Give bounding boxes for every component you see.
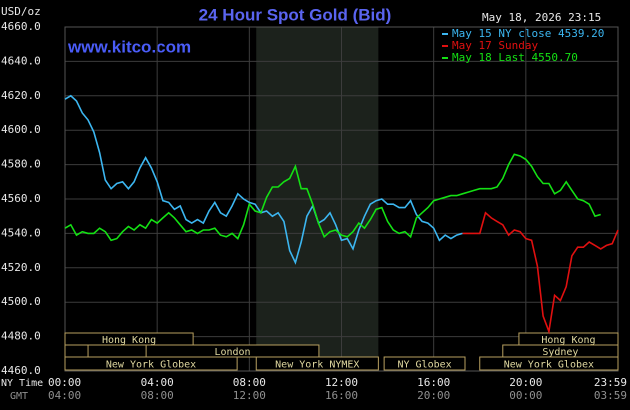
session-label: New York NYMEX bbox=[275, 360, 359, 371]
y-tick-label: 4540.0 bbox=[1, 226, 41, 239]
session-box bbox=[64, 332, 194, 346]
y-tick-label: 4520.0 bbox=[1, 261, 41, 274]
x-tick-label: 00:00 bbox=[48, 376, 81, 389]
plot-frame bbox=[64, 26, 619, 372]
timestamp: May 18, 2026 23:15 bbox=[482, 11, 601, 24]
session-label: Hong Kong bbox=[102, 335, 156, 346]
x2-tick-label: 03:59 bbox=[594, 389, 627, 402]
series-line bbox=[462, 211, 619, 335]
series-line bbox=[64, 94, 463, 265]
x2-tick-label: 20:00 bbox=[417, 389, 450, 402]
x2-tick-label: 16:00 bbox=[325, 389, 358, 402]
x-tick-label: 12:00 bbox=[325, 376, 358, 389]
y-tick-label: 4640.0 bbox=[1, 54, 41, 67]
legend-label: May 18 Last 4550.70 bbox=[452, 51, 578, 64]
x-tick-label: 16:00 bbox=[417, 376, 450, 389]
session-box bbox=[255, 356, 379, 371]
y-tick-label: 4460.0 bbox=[1, 364, 41, 377]
x-tick-label: 20:00 bbox=[509, 376, 542, 389]
session-box bbox=[64, 356, 238, 371]
website: www.kitco.com bbox=[67, 37, 191, 56]
y-axis-label: USD/oz bbox=[1, 5, 41, 18]
x2-axis-label: GMT bbox=[10, 391, 28, 402]
session-label: New York Globex bbox=[504, 360, 594, 371]
legend-label: May 17 Sunday bbox=[452, 39, 538, 52]
session-label: Hong Kong bbox=[541, 335, 595, 346]
y-tick-label: 4620.0 bbox=[1, 89, 41, 102]
session-box bbox=[64, 344, 89, 358]
x2-tick-label: 08:00 bbox=[141, 389, 174, 402]
x2-tick-label: 12:00 bbox=[233, 389, 266, 402]
x-tick-label: 08:00 bbox=[233, 376, 266, 389]
chart-title: 24 Hour Spot Gold (Bid) bbox=[199, 5, 392, 24]
series-line bbox=[64, 153, 601, 242]
x-tick-label: 04:00 bbox=[141, 376, 174, 389]
y-tick-label: 4480.0 bbox=[1, 330, 41, 343]
session-label: Sydney bbox=[542, 347, 578, 358]
session-label: NY Globex bbox=[397, 360, 451, 371]
x2-tick-label: 00:00 bbox=[509, 389, 542, 402]
session-label: New York Globex bbox=[106, 360, 196, 371]
session-box bbox=[383, 356, 466, 371]
y-tick-label: 4660.0 bbox=[1, 20, 41, 33]
y-tick-label: 4600.0 bbox=[1, 123, 41, 136]
session-box bbox=[479, 356, 619, 371]
y-tick-label: 4580.0 bbox=[1, 158, 41, 171]
y-tick-label: 4560.0 bbox=[1, 192, 41, 205]
session-label: London bbox=[214, 347, 250, 358]
legend-label: May 15 NY close 4539.20 bbox=[452, 27, 604, 40]
y-tick-label: 4500.0 bbox=[1, 295, 41, 308]
x-axis-label: NY Time bbox=[1, 378, 43, 389]
x2-tick-label: 04:00 bbox=[48, 389, 81, 402]
x-tick-label: 23:59 bbox=[594, 376, 627, 389]
